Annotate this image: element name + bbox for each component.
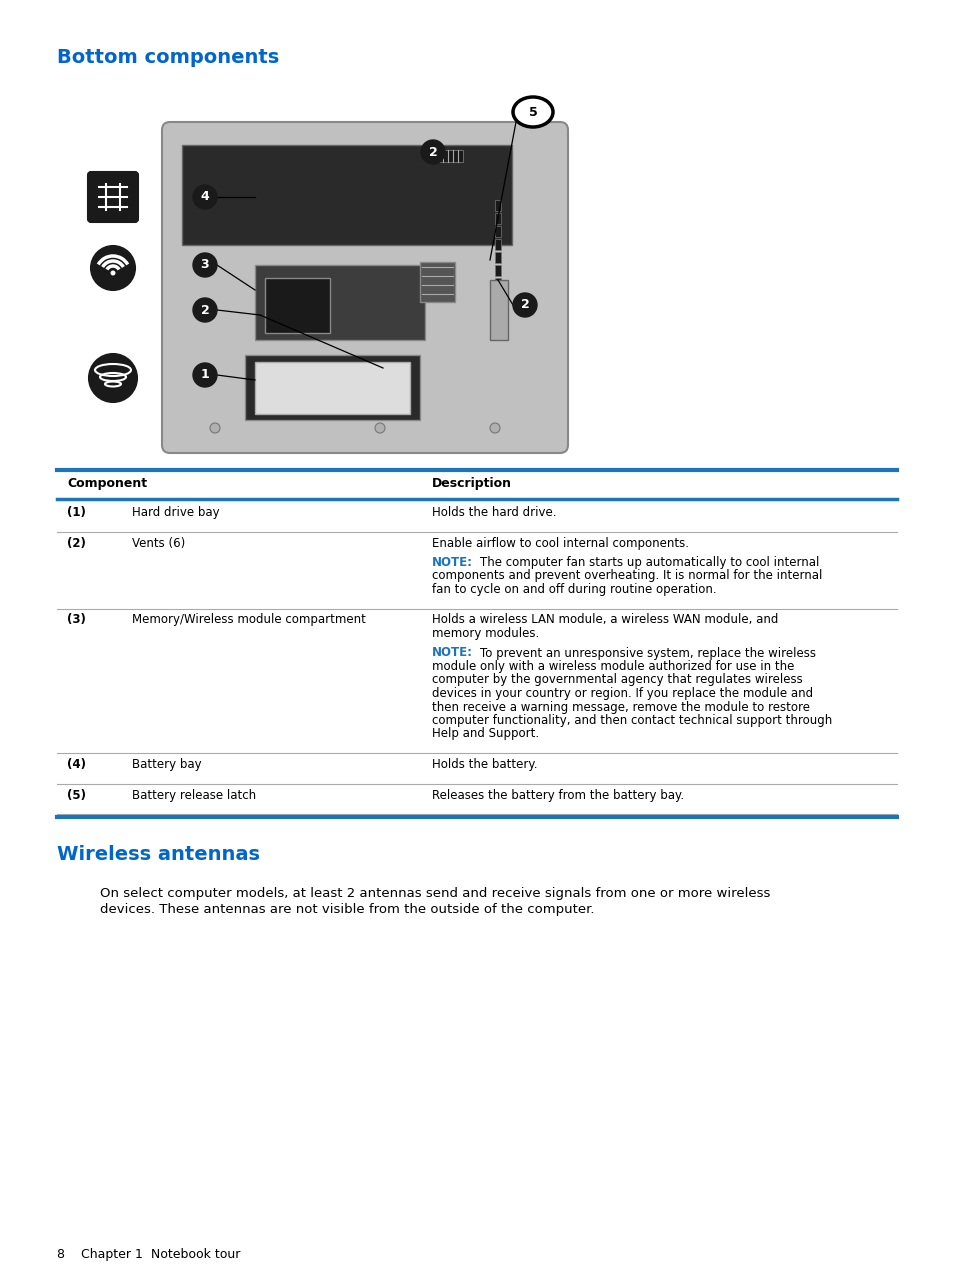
Bar: [495, 213, 500, 224]
Text: NOTE:: NOTE:: [432, 646, 473, 659]
Text: (5): (5): [67, 789, 86, 801]
Text: Releases the battery from the battery bay.: Releases the battery from the battery ba…: [432, 789, 683, 801]
FancyBboxPatch shape: [162, 122, 567, 453]
Text: computer functionality, and then contact technical support through: computer functionality, and then contact…: [432, 714, 831, 726]
Text: then receive a warning message, remove the module to restore: then receive a warning message, remove t…: [432, 701, 809, 714]
Bar: [495, 251, 500, 263]
Text: 4: 4: [200, 190, 209, 203]
Circle shape: [420, 140, 444, 164]
Text: 5: 5: [528, 105, 537, 118]
Text: components and prevent overheating. It is normal for the internal: components and prevent overheating. It i…: [432, 569, 821, 583]
Bar: [495, 265, 500, 276]
Text: module only with a wireless module authorized for use in the: module only with a wireless module autho…: [432, 660, 794, 673]
Bar: [245, 356, 419, 420]
Bar: [495, 199, 500, 211]
Text: On select computer models, at least 2 antennas send and receive signals from one: On select computer models, at least 2 an…: [100, 886, 770, 900]
Circle shape: [89, 354, 137, 403]
Circle shape: [375, 423, 385, 433]
Bar: [254, 362, 410, 414]
Text: (2): (2): [67, 536, 86, 550]
Text: To prevent an unresponsive system, replace the wireless: To prevent an unresponsive system, repla…: [479, 646, 815, 659]
Circle shape: [513, 293, 537, 318]
Bar: [265, 278, 330, 333]
Bar: [495, 278, 500, 290]
Bar: [490, 279, 507, 340]
Text: 8    Chapter 1  Notebook tour: 8 Chapter 1 Notebook tour: [57, 1248, 240, 1261]
Circle shape: [210, 423, 220, 433]
Text: 2: 2: [520, 298, 529, 311]
FancyBboxPatch shape: [88, 171, 138, 222]
Circle shape: [193, 185, 216, 210]
Circle shape: [193, 253, 216, 277]
Bar: [182, 145, 512, 245]
Text: NOTE:: NOTE:: [432, 556, 473, 569]
Text: Bottom components: Bottom components: [57, 48, 279, 67]
Text: memory modules.: memory modules.: [432, 627, 538, 640]
Text: (4): (4): [67, 758, 86, 771]
Text: Holds the hard drive.: Holds the hard drive.: [432, 505, 556, 519]
Text: (3): (3): [67, 613, 86, 626]
Circle shape: [193, 363, 216, 387]
Bar: [495, 226, 500, 237]
Text: Memory/Wireless module compartment: Memory/Wireless module compartment: [132, 613, 366, 626]
Text: Wireless antennas: Wireless antennas: [57, 845, 260, 864]
Text: Component: Component: [67, 478, 147, 490]
Bar: [419, 262, 455, 302]
Circle shape: [111, 271, 115, 276]
Bar: [495, 239, 500, 250]
Text: 2: 2: [428, 146, 436, 159]
Text: fan to cycle on and off during routine operation.: fan to cycle on and off during routine o…: [432, 583, 716, 596]
Text: Vents (6): Vents (6): [132, 536, 185, 550]
Bar: [254, 265, 424, 340]
Text: (1): (1): [67, 505, 86, 519]
Circle shape: [91, 246, 135, 290]
Text: Enable airflow to cool internal components.: Enable airflow to cool internal componen…: [432, 536, 688, 550]
Text: 3: 3: [200, 259, 209, 272]
Text: 1: 1: [200, 368, 209, 381]
Circle shape: [193, 298, 216, 323]
Text: Battery release latch: Battery release latch: [132, 789, 255, 801]
Text: Holds a wireless LAN module, a wireless WAN module, and: Holds a wireless LAN module, a wireless …: [432, 613, 778, 626]
Text: Battery bay: Battery bay: [132, 758, 201, 771]
Text: computer by the governmental agency that regulates wireless: computer by the governmental agency that…: [432, 673, 801, 687]
Circle shape: [490, 423, 499, 433]
Text: devices. These antennas are not visible from the outside of the computer.: devices. These antennas are not visible …: [100, 903, 594, 916]
Text: The computer fan starts up automatically to cool internal: The computer fan starts up automatically…: [479, 556, 819, 569]
Text: Hard drive bay: Hard drive bay: [132, 505, 219, 519]
Text: devices in your country or region. If you replace the module and: devices in your country or region. If yo…: [432, 687, 812, 700]
Text: Description: Description: [432, 478, 512, 490]
Text: Help and Support.: Help and Support.: [432, 728, 538, 740]
Ellipse shape: [513, 97, 553, 127]
Text: Holds the battery.: Holds the battery.: [432, 758, 537, 771]
Text: 2: 2: [200, 304, 209, 316]
Bar: [430, 150, 462, 163]
